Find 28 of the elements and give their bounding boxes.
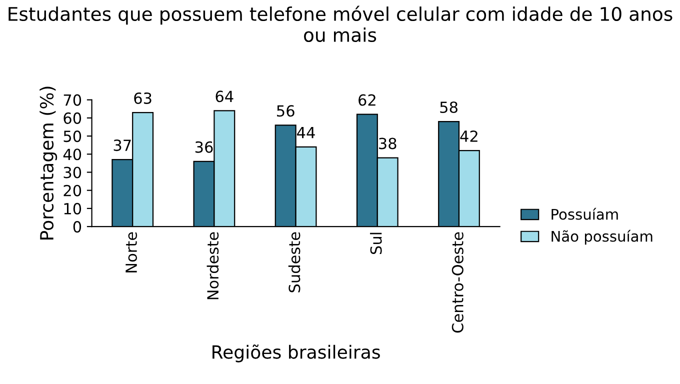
y-tick-label: 20 xyxy=(64,184,82,196)
y-tick-label: 50 xyxy=(64,130,82,142)
y-axis-title: Porcentagem (%) xyxy=(40,86,58,240)
y-tick-label: 10 xyxy=(64,202,82,214)
data-label: 42 xyxy=(460,130,478,142)
data-label: 62 xyxy=(358,94,376,106)
x-tick-label: Sudeste xyxy=(288,232,300,292)
data-label: 38 xyxy=(379,138,396,150)
data-label: 44 xyxy=(297,127,315,138)
data-label: 37 xyxy=(114,140,131,152)
y-tick-label: 0 xyxy=(73,221,82,233)
y-tick-label: 30 xyxy=(64,166,82,178)
y-tick-label: 40 xyxy=(63,148,82,160)
y-tick-label: 60 xyxy=(64,112,82,124)
legend-label: Não possuíam xyxy=(552,230,652,245)
chart-title: Estudantes que possuem telefone móvel celular com idade de 10 anos ou mais xyxy=(8,6,672,42)
x-tick-label: Sul xyxy=(370,232,382,254)
data-label: 63 xyxy=(134,92,152,104)
x-tick-label: Norte xyxy=(126,232,138,272)
x-tick-label: Nordeste xyxy=(206,232,219,300)
x-tick-label: Centro-Oeste xyxy=(452,232,464,333)
data-label: 56 xyxy=(277,105,294,117)
legend-label: Possuíam xyxy=(552,208,618,220)
y-tick-label: 70 xyxy=(64,94,82,106)
data-label: 36 xyxy=(195,141,213,153)
data-label: 64 xyxy=(216,90,234,102)
data-label: 58 xyxy=(440,101,458,114)
x-axis-title: Regiões brasileiras xyxy=(212,344,380,362)
